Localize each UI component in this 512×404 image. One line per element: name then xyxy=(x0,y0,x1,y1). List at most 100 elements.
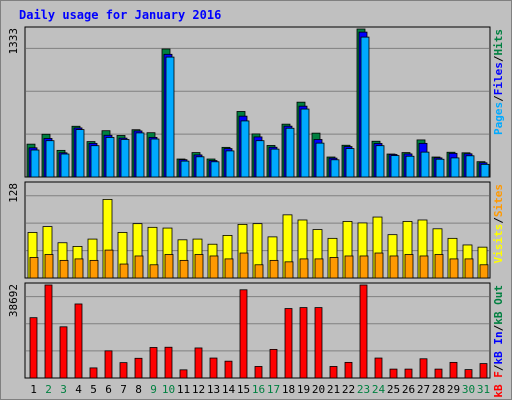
bar-sites xyxy=(344,255,354,279)
bar-sites xyxy=(134,255,144,279)
legend-part: / xyxy=(492,364,505,371)
day-label: 1 xyxy=(30,383,37,396)
bar-kbytes xyxy=(194,347,203,379)
legend-kbytes: kB F/kB In/kB Out xyxy=(492,285,505,398)
bar-pages xyxy=(465,155,475,178)
bar-sites xyxy=(209,255,219,279)
bar-pages xyxy=(105,137,115,178)
bar-pages xyxy=(90,145,100,178)
bar-pages xyxy=(405,155,415,178)
bar-sites xyxy=(194,254,204,279)
bar-kbytes xyxy=(149,347,158,379)
bar-sites xyxy=(314,258,324,279)
day-label: 29 xyxy=(447,383,460,396)
bar-sites xyxy=(404,254,414,279)
bar-pages xyxy=(135,132,145,178)
bar-sites xyxy=(374,252,384,279)
day-label: 7 xyxy=(120,383,127,396)
bar-pages xyxy=(210,161,220,178)
bar-pages xyxy=(390,155,400,178)
y-max-label-hits-files-pages: 1333 xyxy=(7,28,20,55)
day-label: 10 xyxy=(162,383,175,396)
day-label: 14 xyxy=(222,383,236,396)
bar-pages xyxy=(300,108,310,178)
bar-kbytes xyxy=(224,360,233,379)
day-label: 26 xyxy=(402,383,415,396)
legend-part: / xyxy=(492,55,505,62)
bar-kbytes xyxy=(344,361,353,379)
legend-part: Hits xyxy=(492,29,505,56)
bar-pages xyxy=(330,159,340,178)
bar-sites xyxy=(119,263,129,279)
bar-sites xyxy=(239,252,249,279)
bar-kbytes xyxy=(254,366,263,379)
bar-pages xyxy=(315,142,325,178)
legend-part: Sites xyxy=(492,184,505,217)
bar-kbytes xyxy=(269,348,278,379)
bar-sites xyxy=(59,259,69,279)
day-label: 21 xyxy=(327,383,340,396)
legend-part: Visits xyxy=(492,224,505,264)
day-label: 6 xyxy=(105,383,112,396)
bar-pages xyxy=(195,156,205,178)
legend-part: / xyxy=(492,217,505,224)
day-label: 2 xyxy=(45,383,52,396)
bar-sites xyxy=(419,255,429,279)
legend-part: kB In xyxy=(492,331,505,364)
bar-pages xyxy=(225,150,235,178)
bar-sites xyxy=(464,258,474,279)
bar-pages xyxy=(375,145,385,178)
bar-kbytes xyxy=(74,303,83,379)
day-label: 31 xyxy=(477,383,490,396)
y-max-label-visits-sites: 128 xyxy=(7,183,20,203)
legend-part: Files xyxy=(492,62,505,95)
day-label: 17 xyxy=(267,383,280,396)
day-label: 15 xyxy=(237,383,250,396)
bar-kbytes xyxy=(239,289,248,379)
bar-pages xyxy=(345,148,355,178)
bar-kbytes xyxy=(179,369,188,379)
chart-panels: 1333Pages/Files/Hits128Visits/Sites38692… xyxy=(7,26,505,398)
bar-pages xyxy=(240,120,250,178)
day-label: 30 xyxy=(462,383,475,396)
bar-sites xyxy=(89,259,99,279)
bar-kbytes xyxy=(314,307,323,379)
bar-kbytes xyxy=(329,366,338,379)
bar-sites xyxy=(389,255,399,279)
bar-sites xyxy=(164,254,174,279)
day-label: 4 xyxy=(75,383,82,396)
bar-pages xyxy=(435,158,445,178)
chart-title: Daily usage for January 2016 xyxy=(19,8,221,22)
bar-sites xyxy=(179,259,189,279)
legend-part: kB F xyxy=(492,371,505,398)
bar-sites xyxy=(449,258,459,279)
bar-pages xyxy=(120,139,130,178)
day-label: 20 xyxy=(312,383,325,396)
bar-pages xyxy=(75,129,85,178)
bar-kbytes xyxy=(449,361,458,379)
legend-part: Pages xyxy=(492,102,505,135)
bar-kbytes xyxy=(389,368,398,379)
bar-sites xyxy=(74,258,84,279)
bar-kbytes xyxy=(29,317,38,379)
bar-pages xyxy=(360,36,370,178)
day-label: 8 xyxy=(135,383,142,396)
plot-area-kbytes xyxy=(24,282,491,379)
legend-part: / xyxy=(492,95,505,102)
day-axis-labels: 1 2 3 4 5 6 7 8 9 10 11 12 13 14 15 16 17 18 19 20 21 22 23 24 2… xyxy=(30,383,490,396)
bar-sites xyxy=(29,257,39,279)
day-label: 24 xyxy=(372,383,386,396)
bar-kbytes xyxy=(89,367,98,379)
day-label: 12 xyxy=(192,383,205,396)
bar-pages xyxy=(450,157,460,178)
legend-part: / xyxy=(492,324,505,331)
bar-pages xyxy=(60,153,70,178)
bar-sites xyxy=(284,261,294,279)
bar-pages xyxy=(285,127,295,178)
panel-visits-sites: 128 Visits/Sites xyxy=(7,181,505,279)
bar-kbytes xyxy=(284,308,293,379)
bar-kbytes xyxy=(419,358,428,379)
bar-kbytes xyxy=(164,346,173,379)
day-label: 16 xyxy=(252,383,265,396)
